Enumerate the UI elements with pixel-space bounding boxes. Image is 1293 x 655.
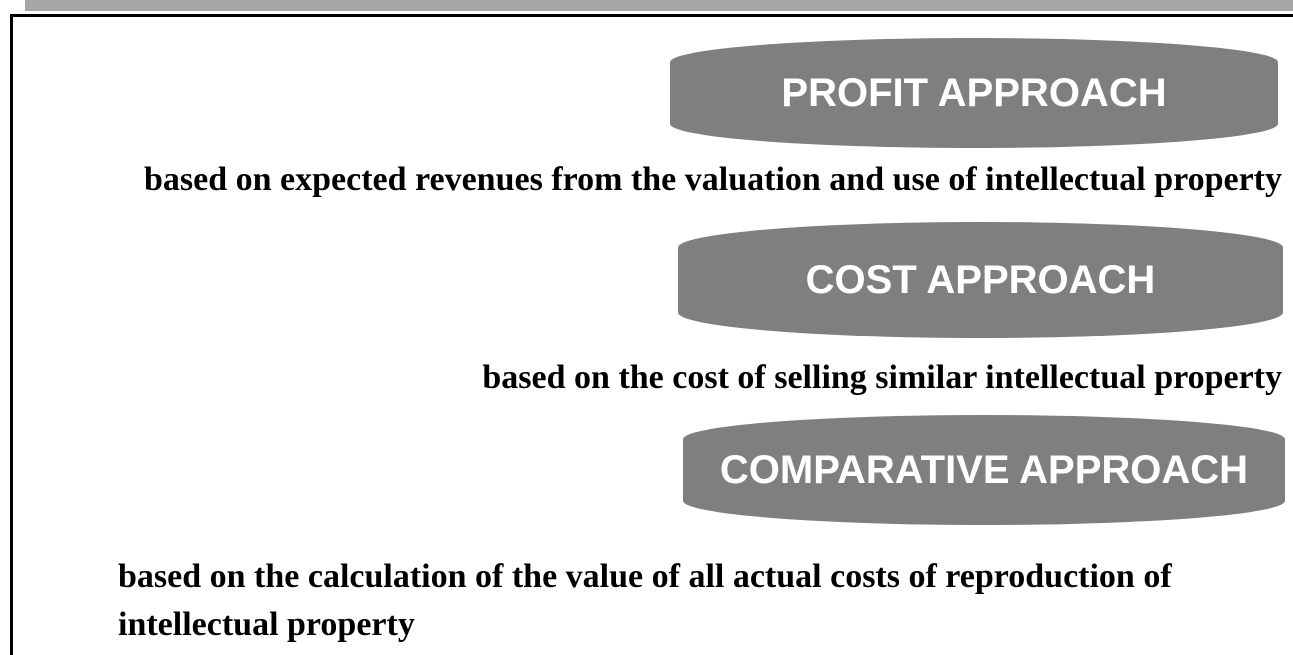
approach-pill: COMPARATIVE APPROACH — [683, 415, 1285, 525]
frame-border — [10, 14, 13, 655]
approach-description: based on the calculation of the value of… — [118, 558, 1172, 643]
approach-pill: COST APPROACH — [678, 222, 1283, 338]
approach-pill: PROFIT APPROACH — [670, 38, 1278, 148]
top-bar — [25, 0, 1293, 11]
frame-border — [10, 14, 1293, 17]
approach-description: based on expected revenues from the valu… — [143, 161, 1282, 198]
approach-description: based on the cost of selling similar int… — [482, 359, 1282, 396]
